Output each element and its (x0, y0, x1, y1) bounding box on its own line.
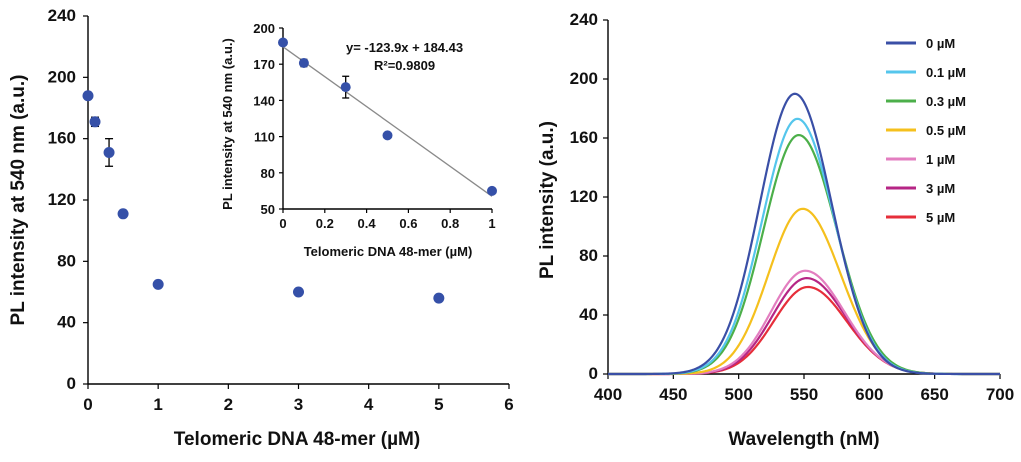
y-tick-label: 240 (48, 6, 76, 25)
inset-y-tick-labels: 50 80 110 140 170 200 (253, 21, 283, 217)
x-tick-label: 650 (920, 385, 948, 404)
x-tick-label: 2 (224, 395, 233, 414)
x-tick-label: 600 (855, 385, 883, 404)
left-y-tick-labels: 0 40 80 120 160 200 240 (48, 6, 88, 393)
y-tick-label: 120 (48, 190, 76, 209)
x-tick-label: 6 (504, 395, 513, 414)
x-tick-label: 550 (790, 385, 818, 404)
right-x-tick-labels: 400 450 500 550 600 650 700 (594, 374, 1014, 404)
x-tick-label: 0 (83, 395, 92, 414)
right-y-tick-labels: 0 40 80 120 160 200 240 (570, 10, 608, 383)
data-point (82, 90, 94, 102)
data-point (433, 292, 445, 304)
inset-chart: 0 0.2 0.4 0.6 0.8 1 50 80 110 140 170 200 y= -123.… (220, 8, 507, 266)
spectrum-line (608, 133, 1000, 376)
inset-y-axis-title: PL intensity at 540 nm (a.u.) (220, 38, 235, 210)
y-tick-label: 40 (57, 313, 76, 332)
y-tick-label: 0 (589, 364, 598, 383)
y-tick-label: 120 (570, 187, 598, 206)
x-tick-label: 0.2 (316, 216, 334, 231)
y-tick-label: 110 (254, 130, 275, 145)
x-tick-label: 5 (434, 395, 443, 414)
data-point (298, 57, 309, 68)
x-tick-label: 0.8 (441, 216, 459, 231)
legend-label: 0.5 µM (926, 123, 966, 138)
legend-label: 0.1 µM (926, 65, 966, 80)
fit-line (282, 46, 493, 197)
spectrum-line (608, 207, 1000, 376)
spectrum-line (608, 269, 1000, 376)
legend-label: 1 µM (926, 152, 955, 167)
x-tick-label: 700 (986, 385, 1014, 404)
x-tick-label: 0 (279, 216, 286, 231)
x-tick-label: 0.6 (399, 216, 417, 231)
y-tick-label: 50 (261, 202, 275, 217)
inset-equation: y= -123.9x + 184.43 (346, 40, 463, 55)
y-tick-label: 160 (48, 129, 76, 148)
spectrum-line (608, 92, 1000, 376)
data-point (382, 130, 393, 141)
y-tick-label: 80 (579, 246, 598, 265)
x-tick-label: 1 (153, 395, 162, 414)
inset-r-squared: R²=0.9809 (374, 58, 435, 73)
data-point (152, 278, 164, 290)
y-tick-label: 160 (570, 128, 598, 147)
right-legend: 0 µM 0.1 µM 0.3 µM 0.5 µM 1 µM 3 µM 5 µM (886, 36, 966, 225)
right-spectra-chart: 400 450 500 550 600 650 700 04080120160200240 … (537, 10, 1014, 450)
y-tick-label: 140 (253, 93, 275, 108)
data-point (340, 82, 351, 93)
y-tick-label: 200 (48, 67, 76, 86)
legend-label: 0.3 µM (926, 94, 966, 109)
y-tick-label: 40 (579, 305, 598, 324)
left-x-axis-title: Telomeric DNA 48-mer (µM) (174, 429, 420, 450)
right-x-axis-title: Wavelength (nM) (728, 429, 879, 450)
left-y-axis-title: PL intensity at 540 nm (a.u.) (8, 75, 29, 326)
spectrum-line (608, 285, 1000, 376)
x-tick-label: 0.4 (358, 216, 377, 231)
inset-fit-line (282, 46, 493, 197)
inset-background (226, 8, 507, 266)
x-tick-label: 500 (724, 385, 752, 404)
left-scatter-chart: 0 1 2 3 4 5 6 0 40 80 120 160 200 240 Telomeric DNA … (8, 6, 514, 450)
x-tick-label: 4 (364, 395, 374, 414)
y-tick-label: 200 (253, 21, 275, 36)
y-tick-label: 200 (570, 69, 598, 88)
data-point (89, 116, 101, 128)
inset-axes (282, 28, 492, 210)
data-point (293, 286, 304, 298)
right-spectra-lines (608, 92, 1000, 376)
x-tick-label: 450 (659, 385, 687, 404)
data-point (487, 185, 497, 196)
y-tick-label: 80 (261, 166, 275, 181)
inset-x-axis-title: Telomeric DNA 48-mer (µM) (304, 244, 473, 259)
data-point (278, 37, 288, 48)
left-data-points (82, 90, 445, 304)
inset-x-tick-labels: 0 0.2 0.4 0.6 0.8 1 (279, 209, 496, 231)
data-point (103, 146, 115, 158)
legend-label: 0 µM (926, 36, 955, 51)
right-y-axis-title: PL intensity (a.u.) (537, 121, 558, 279)
y-tick-label: 240 (570, 10, 598, 29)
x-tick-label: 400 (594, 385, 622, 404)
data-point (117, 208, 129, 220)
x-tick-label: 3 (294, 395, 303, 414)
legend-label: 3 µM (926, 181, 955, 196)
y-tick-label: 80 (57, 251, 76, 270)
inset-data-points (278, 37, 497, 196)
spectrum-line (608, 277, 1000, 376)
y-tick-label: 170 (253, 57, 275, 72)
x-tick-label: 1 (488, 216, 495, 231)
legend-label: 5 µM (926, 210, 955, 225)
y-tick-label: 0 (67, 374, 76, 393)
left-x-tick-labels: 0 1 2 3 4 5 6 (83, 384, 514, 414)
